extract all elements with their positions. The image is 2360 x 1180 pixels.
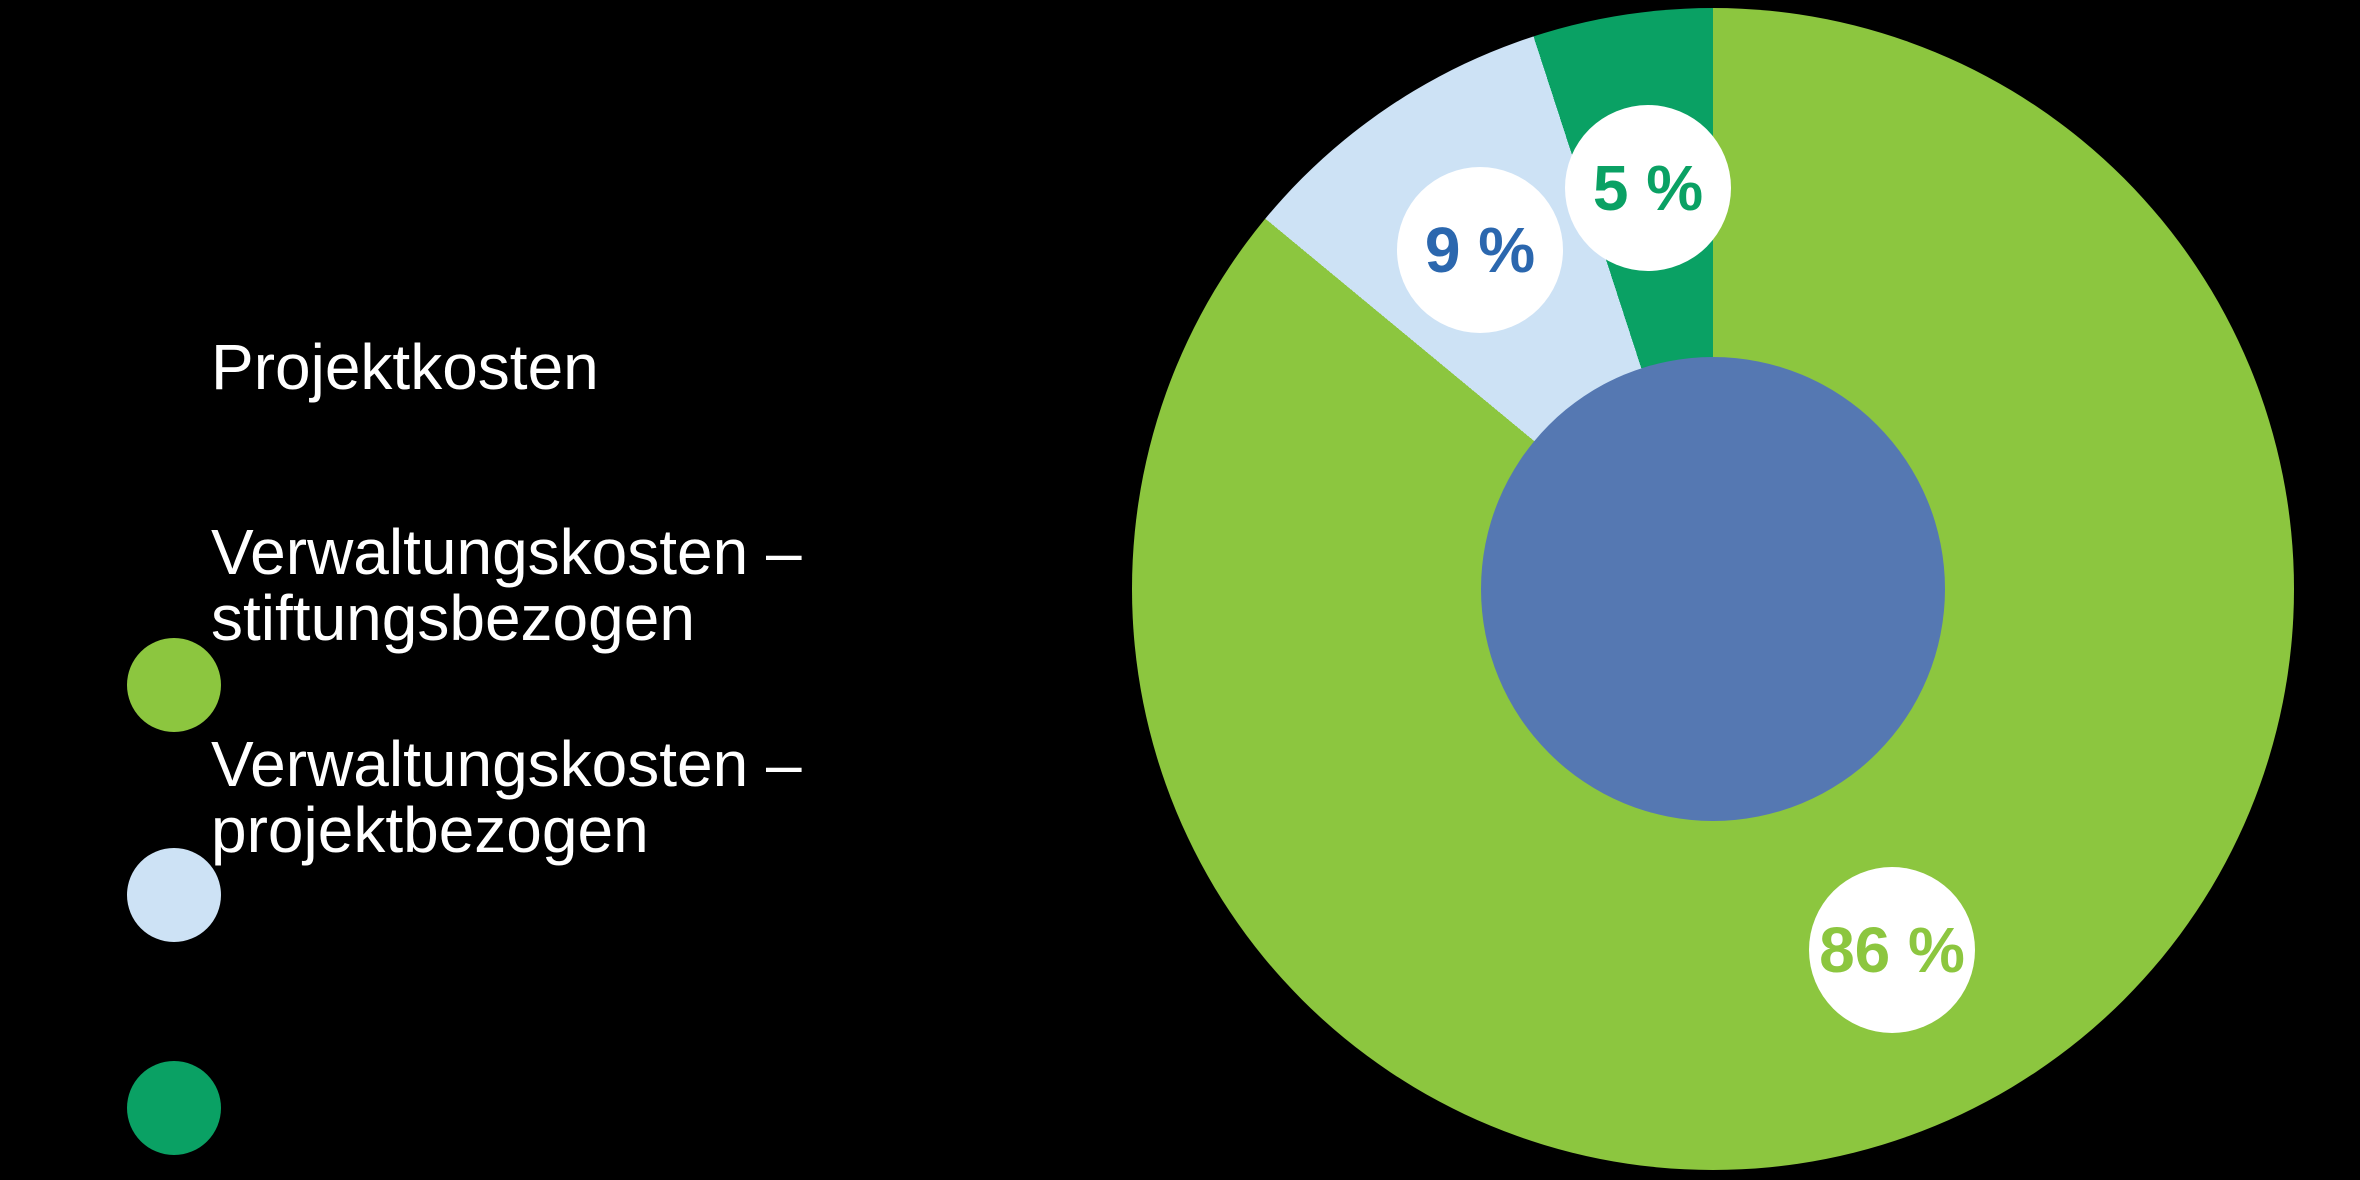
data-label-projektkosten: 86 % (1809, 867, 1975, 1033)
legend (58, 318, 783, 1155)
legend-label-line: stiftungsbezogen (211, 582, 695, 654)
data-label-verwaltungskosten-projektbezogen: 5 % (1565, 105, 1731, 271)
legend-swatch-projektkosten (127, 638, 221, 732)
legend-label-line: Projektkosten (211, 331, 599, 403)
legend-swatch-verwaltungskosten-projektbezogen (127, 1061, 221, 1155)
legend-label-line: projektbezogen (211, 794, 649, 866)
data-label-value: 86 % (1819, 914, 1965, 986)
data-label-verwaltungskosten-stiftungsbezogen: 9 % (1397, 167, 1563, 333)
legend-item-verwaltungskosten-stiftungsbezogen: Verwaltungskosten – stiftungsbezogen (211, 519, 802, 651)
data-label-value: 9 % (1424, 214, 1536, 286)
legend-label-line: Verwaltungskosten – (211, 728, 802, 800)
legend-item-projektkosten: Projektkosten (211, 334, 599, 400)
donut-hole (1481, 357, 1945, 821)
legend-item-verwaltungskosten-projektbezogen: Verwaltungskosten – projektbezogen (211, 731, 802, 863)
legend-swatch-verwaltungskosten-stiftungsbezogen (127, 848, 221, 942)
legend-label-line: Verwaltungskosten – (211, 516, 802, 588)
data-label-value: 5 % (1592, 152, 1704, 224)
